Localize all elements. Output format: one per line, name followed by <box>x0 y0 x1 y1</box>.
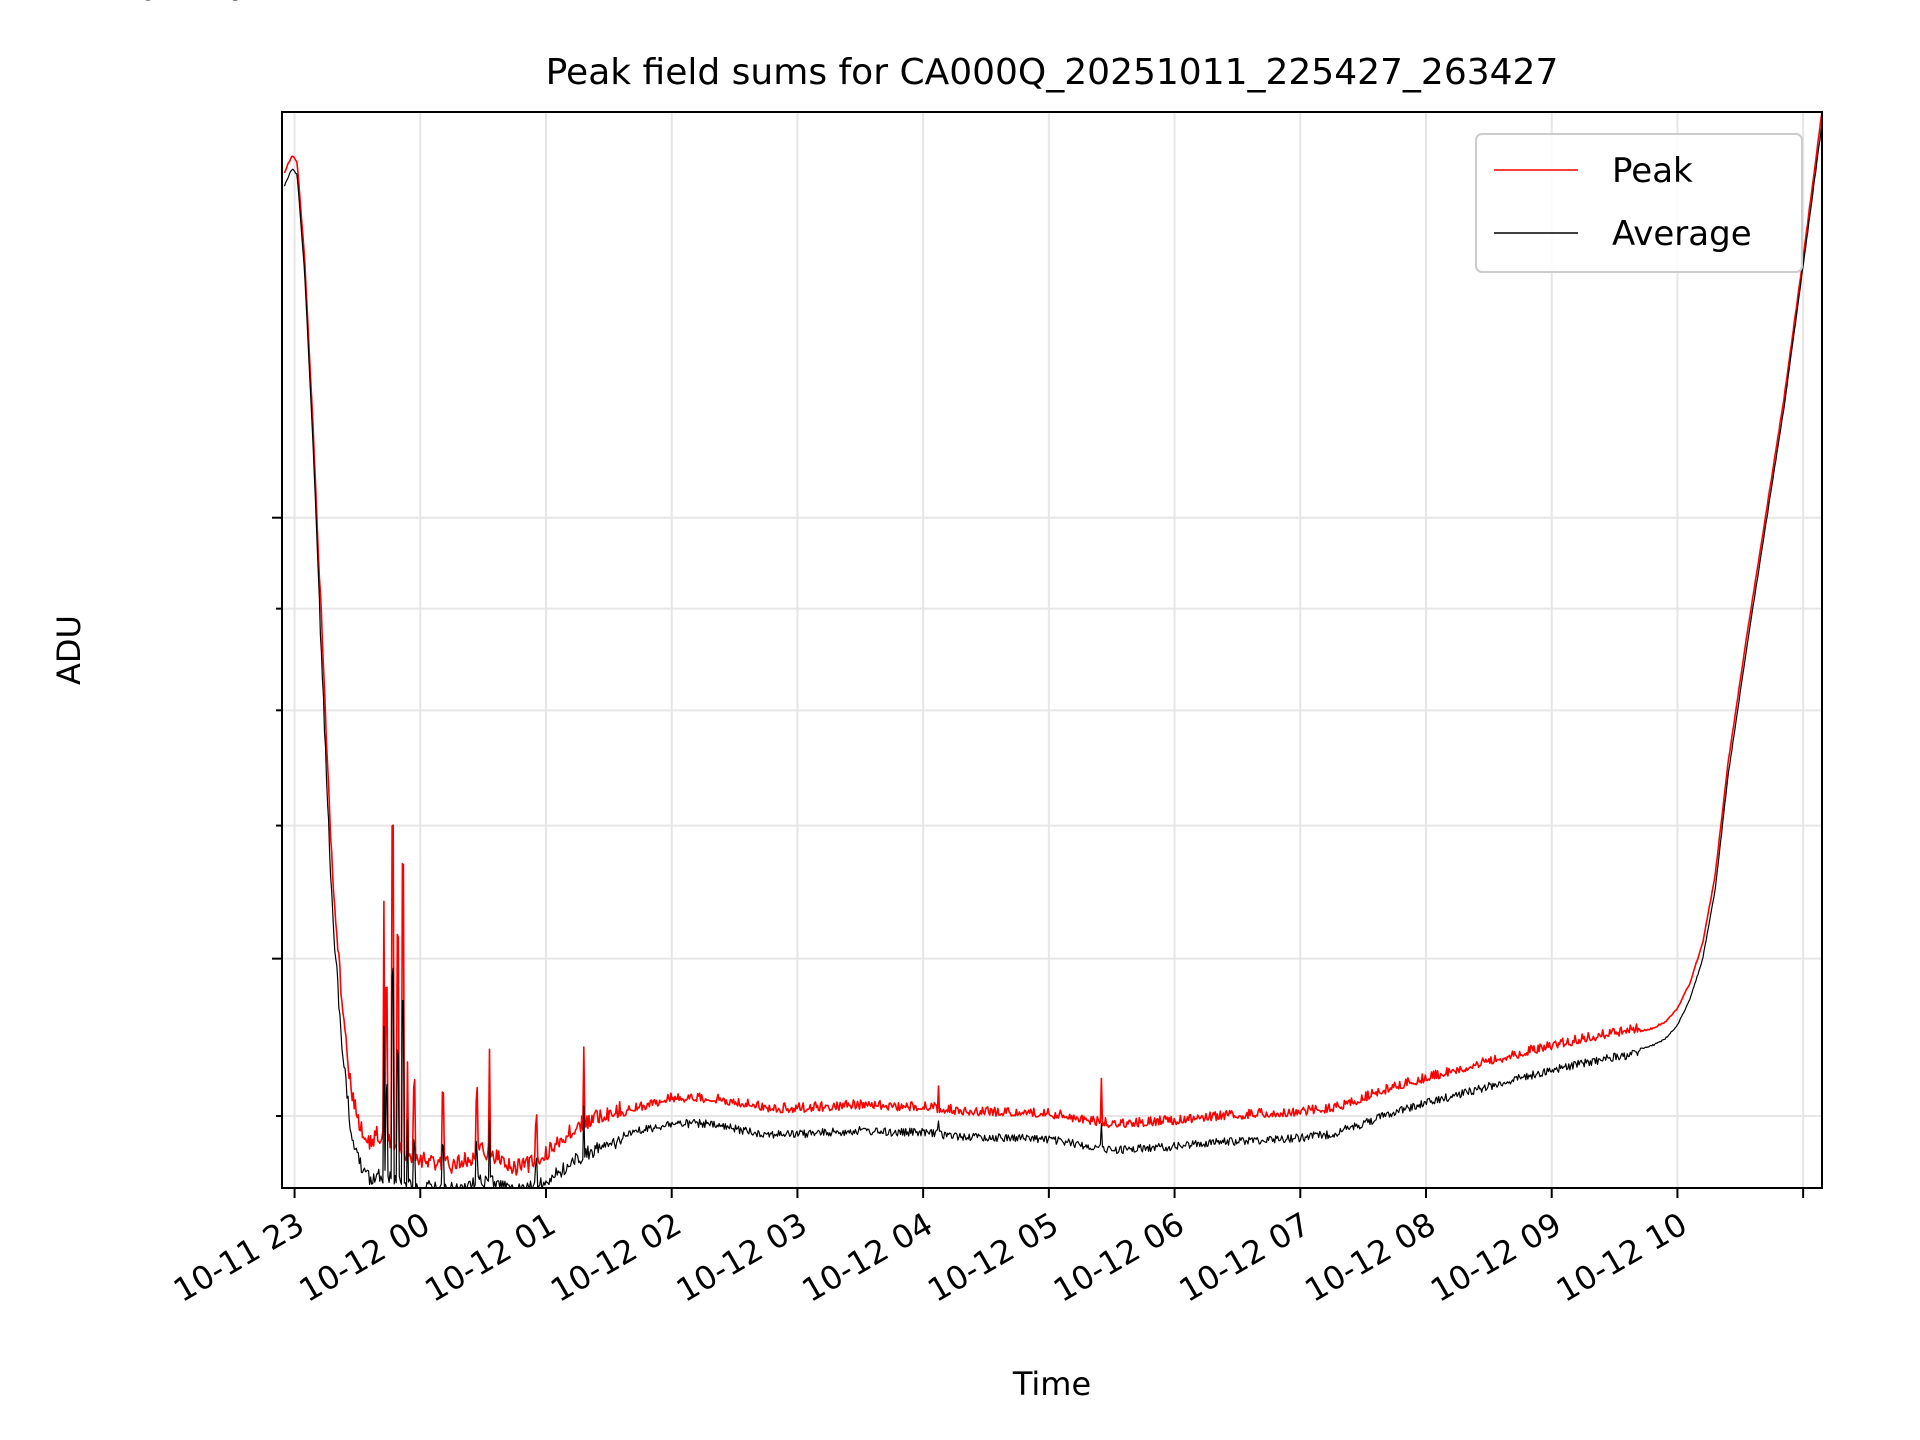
legend-box <box>1475 133 1803 273</box>
series-line-average <box>283 123 1823 1189</box>
series-line-peak <box>283 111 1823 1176</box>
y-axis-label: ADU <box>50 615 88 685</box>
series-group <box>283 111 1823 1189</box>
plot-frame <box>281 111 1823 1189</box>
grid <box>282 112 1822 1188</box>
legend: Peak Average <box>1475 133 1803 273</box>
legend-label-average: Average <box>1612 214 1752 254</box>
chart-title: Peak field sums for CA000Q_20251011_2254… <box>546 52 1559 93</box>
legend-label-peak: Peak <box>1612 151 1693 191</box>
y-tick-label: 108 <box>205 0 260 8</box>
y-tick-label: 6 × 107 <box>137 0 260 8</box>
x-axis-label: Time <box>1012 1365 1091 1403</box>
